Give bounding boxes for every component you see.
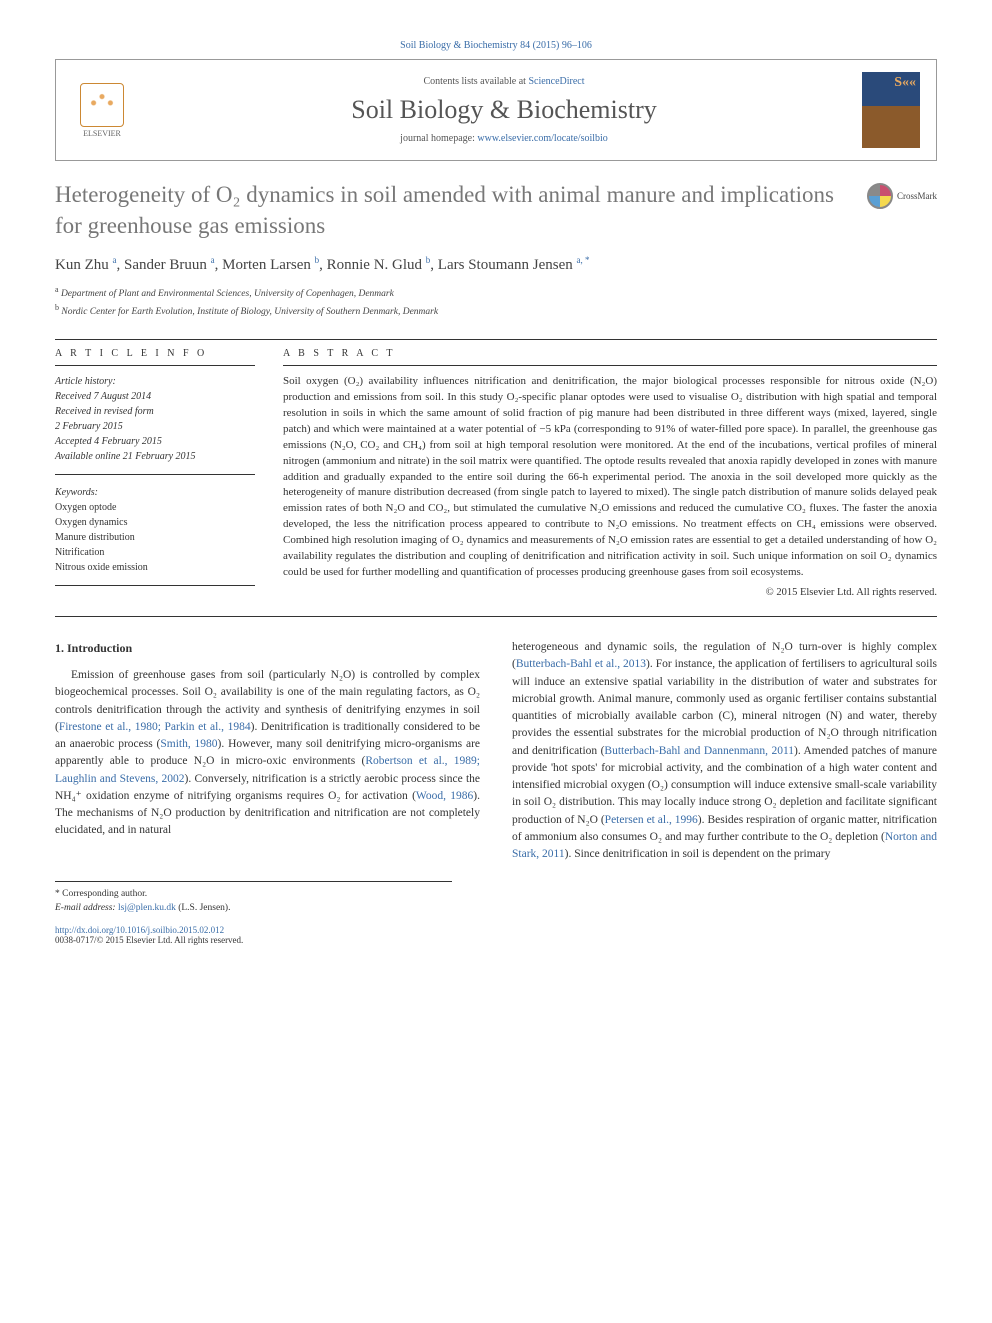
sciencedirect-link[interactable]: ScienceDirect (528, 76, 584, 87)
section-heading-intro: 1. Introduction (55, 639, 480, 657)
corresponding-author-footnote: * Corresponding author. E-mail address: … (55, 881, 452, 915)
affiliations: a Department of Plant and Environmental … (55, 284, 937, 319)
history-line: Accepted 4 February 2015 (55, 434, 255, 449)
divider-body (55, 616, 937, 617)
footer: http://dx.doi.org/10.1016/j.soilbio.2015… (55, 925, 937, 945)
citation-link[interactable]: Petersen et al., 1996 (605, 814, 698, 826)
history-line: Received 7 August 2014 (55, 389, 255, 404)
history-line: Received in revised form (55, 404, 255, 419)
journal-title: Soil Biology & Biochemistry (146, 95, 862, 125)
body-columns: 1. Introduction Emission of greenhouse g… (55, 639, 937, 863)
contents-line: Contents lists available at ScienceDirec… (146, 76, 862, 87)
email-suffix: (L.S. Jensen). (176, 903, 231, 913)
affiliation-line: a Department of Plant and Environmental … (55, 284, 937, 301)
history-line: Available online 21 February 2015 (55, 449, 255, 464)
body-column-right: heterogeneous and dynamic soils, the reg… (512, 639, 937, 863)
keyword-item: Nitrification (55, 545, 255, 560)
header-center: Contents lists available at ScienceDirec… (146, 76, 862, 144)
article-history: Article history: Received 7 August 2014R… (55, 374, 255, 475)
abstract-column: A B S T R A C T Soil oxygen (O₂) availab… (283, 340, 937, 598)
citation-link[interactable]: Butterbach-Bahl et al., 2013 (516, 658, 646, 670)
intro-paragraph-1: Emission of greenhouse gases from soil (… (55, 667, 480, 840)
body-column-left: 1. Introduction Emission of greenhouse g… (55, 639, 480, 863)
citation-link[interactable]: Smith, 1980 (160, 738, 217, 750)
history-line: 2 February 2015 (55, 419, 255, 434)
keyword-item: Manure distribution (55, 530, 255, 545)
history-label: Article history: (55, 374, 255, 389)
homepage-link[interactable]: www.elsevier.com/locate/soilbio (477, 133, 607, 144)
citation-link[interactable]: Firestone et al., 1980; Parkin et al., 1… (59, 721, 251, 733)
journal-citation-line: Soil Biology & Biochemistry 84 (2015) 96… (55, 40, 937, 51)
keyword-item: Nitrous oxide emission (55, 560, 255, 575)
citation-link[interactable]: Butterbach-Bahl and Dannenmann, 2011 (604, 745, 794, 757)
email-line: E-mail address: lsj@plen.ku.dk (L.S. Jen… (55, 902, 452, 915)
crossmark-label: CrossMark (897, 191, 937, 201)
crossmark-badge[interactable]: CrossMark (867, 183, 937, 209)
email-label: E-mail address: (55, 903, 118, 913)
citation-link[interactable]: Norton and Stark, 2011 (512, 831, 937, 860)
abstract-text: Soil oxygen (O₂) availability influences… (283, 374, 937, 581)
article-info-column: A R T I C L E I N F O Article history: R… (55, 340, 255, 598)
corr-author-line: * Corresponding author. (55, 888, 452, 901)
homepage-line: journal homepage: www.elsevier.com/locat… (146, 133, 862, 144)
elsevier-label: ELSEVIER (83, 129, 121, 138)
keywords: Keywords: Oxygen optodeOxygen dynamicsMa… (55, 485, 255, 586)
info-abstract-row: A R T I C L E I N F O Article history: R… (55, 340, 937, 598)
elsevier-logo[interactable]: ELSEVIER (72, 75, 132, 145)
citation-link[interactable]: Robertson et al., 1989; Laughlin and Ste… (55, 755, 480, 784)
homepage-prefix: journal homepage: (400, 133, 477, 144)
contents-prefix: Contents lists available at (423, 76, 528, 87)
title-row: Heterogeneity of O₂ dynamics in soil ame… (55, 179, 937, 241)
abstract-label: A B S T R A C T (283, 340, 937, 366)
issn-copyright: 0038-0717/© 2015 Elsevier Ltd. All right… (55, 935, 243, 945)
keywords-label: Keywords: (55, 485, 255, 500)
affiliation-line: b Nordic Center for Earth Evolution, Ins… (55, 302, 937, 319)
citation-link[interactable]: Wood, 1986 (416, 790, 473, 802)
keyword-item: Oxygen optode (55, 500, 255, 515)
corr-email-link[interactable]: lsj@plen.ku.dk (118, 903, 176, 913)
elsevier-tree-icon (80, 83, 124, 127)
crossmark-icon (867, 183, 893, 209)
article-title: Heterogeneity of O₂ dynamics in soil ame… (55, 179, 937, 241)
article-info-label: A R T I C L E I N F O (55, 340, 255, 366)
doi-link[interactable]: http://dx.doi.org/10.1016/j.soilbio.2015… (55, 925, 224, 935)
journal-cover-thumbnail[interactable] (862, 72, 920, 148)
journal-header-box: ELSEVIER Contents lists available at Sci… (55, 59, 937, 161)
intro-paragraph-2: heterogeneous and dynamic soils, the reg… (512, 639, 937, 863)
authors-line: Kun Zhu a, Sander Bruun a, Morten Larsen… (55, 255, 937, 274)
abstract-copyright: © 2015 Elsevier Ltd. All rights reserved… (283, 587, 937, 598)
keyword-item: Oxygen dynamics (55, 515, 255, 530)
